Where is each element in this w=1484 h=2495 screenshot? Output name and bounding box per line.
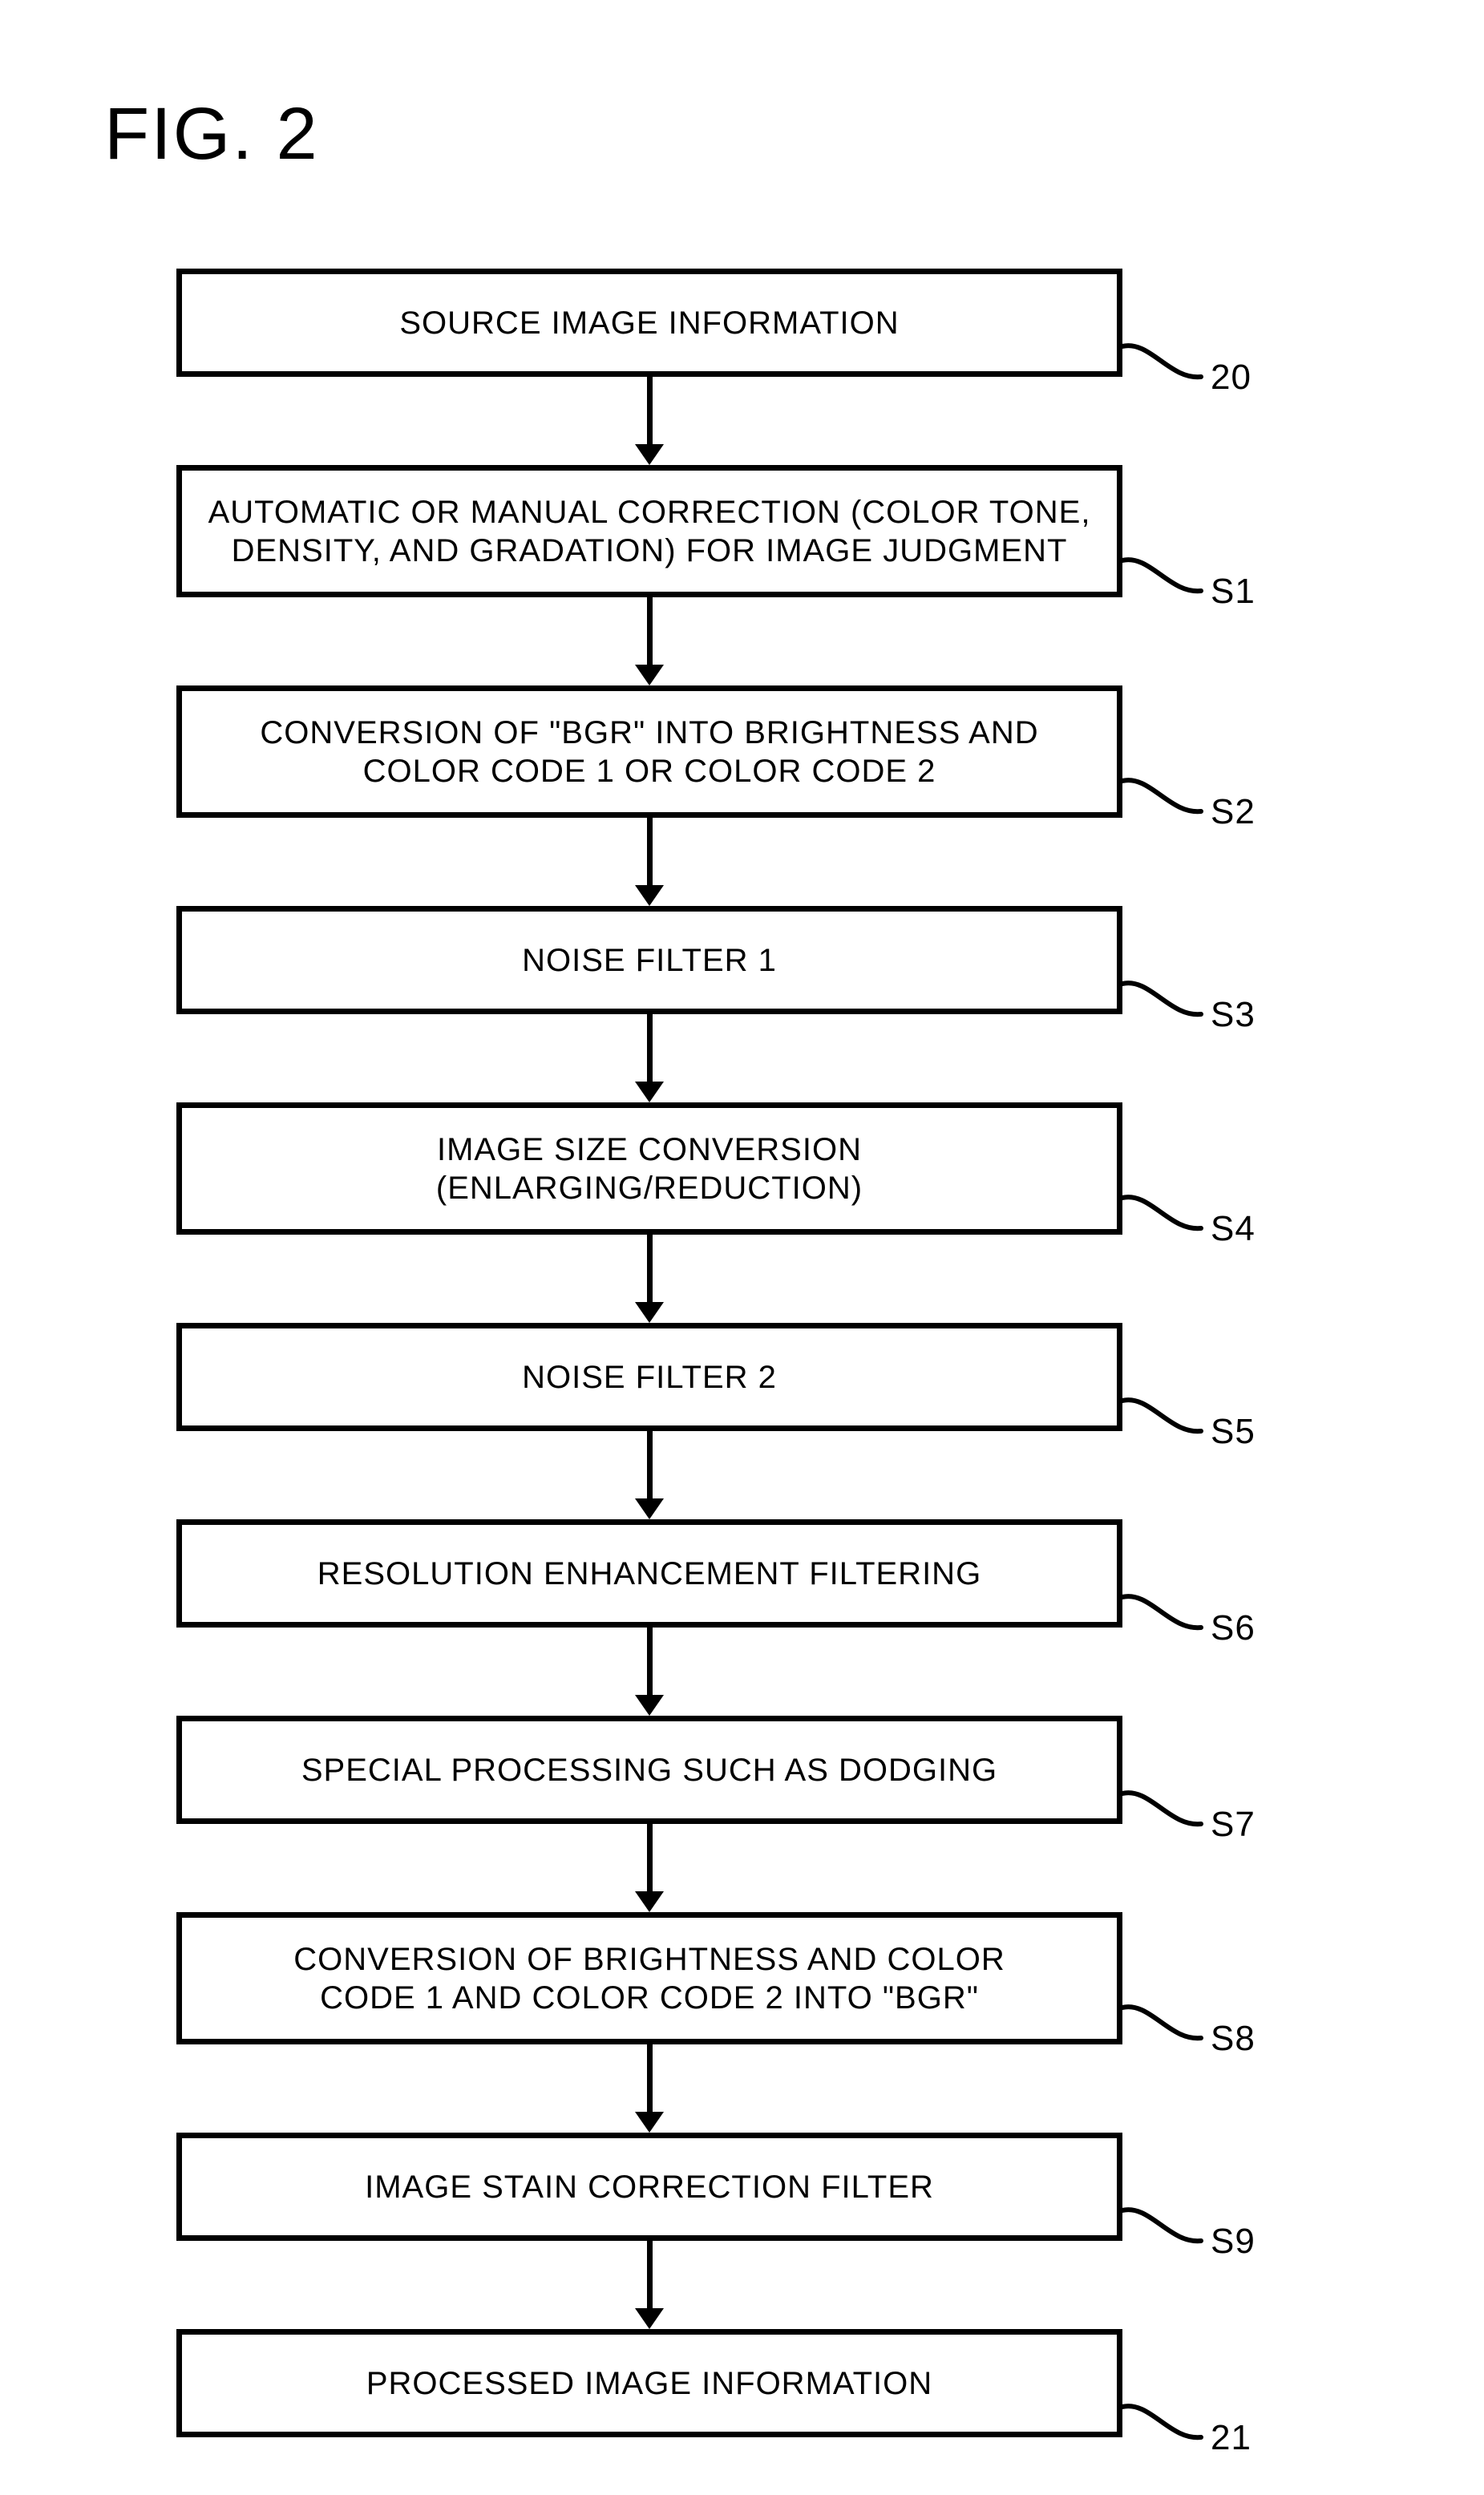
flow-node-s4: IMAGE SIZE CONVERSION (ENLARGING/REDUCTI… (176, 1102, 1122, 1235)
flow-node-n21: PROCESSED IMAGE INFORMATION (176, 2329, 1122, 2437)
ref-label-s8: S8 (1211, 2019, 1256, 2059)
ref-label-s3: S3 (1211, 995, 1256, 1035)
canvas: FIG. 2 SOURCE IMAGE INFORMATION AUTOMATIC … (0, 0, 1484, 2495)
ref-curve-s6 (1122, 1581, 1217, 1644)
figure-title: FIG. 2 (104, 92, 319, 176)
ref-label-n20: 20 (1211, 358, 1251, 398)
ref-label-s9: S9 (1211, 2222, 1256, 2262)
ref-curve-n20 (1122, 330, 1217, 393)
flow-node-s8: CONVERSION OF BRIGHTNESS AND COLOR CODE … (176, 1912, 1122, 2044)
flow-node-s3: NOISE FILTER 1 (176, 906, 1122, 1014)
flow-node-s7: SPECIAL PROCESSING SUCH AS DODGING (176, 1716, 1122, 1824)
flow-node-s6: RESOLUTION ENHANCEMENT FILTERING (176, 1519, 1122, 1628)
ref-label-s7: S7 (1211, 1805, 1256, 1845)
flow-node-s9: IMAGE STAIN CORRECTION FILTER (176, 2133, 1122, 2241)
ref-curve-s3 (1122, 968, 1217, 1030)
ref-curve-s7 (1122, 1777, 1217, 1840)
flow-node-n20: SOURCE IMAGE INFORMATION (176, 269, 1122, 377)
ref-curve-s4 (1122, 1182, 1217, 1244)
ref-curve-s8 (1122, 1992, 1217, 2054)
ref-curve-s2 (1122, 765, 1217, 827)
ref-label-s6: S6 (1211, 1608, 1256, 1648)
flow-node-s2: CONVERSION OF "BGR" INTO BRIGHTNESS AND … (176, 685, 1122, 818)
ref-curve-n21 (1122, 2391, 1217, 2453)
ref-curve-s9 (1122, 2194, 1217, 2257)
ref-label-n21: 21 (1211, 2418, 1251, 2458)
flow-node-s5: NOISE FILTER 2 (176, 1323, 1122, 1431)
ref-label-s1: S1 (1211, 572, 1256, 612)
ref-curve-s1 (1122, 544, 1217, 607)
ref-label-s5: S5 (1211, 1412, 1256, 1452)
ref-curve-s5 (1122, 1385, 1217, 1447)
ref-label-s2: S2 (1211, 792, 1256, 832)
ref-label-s4: S4 (1211, 1209, 1256, 1249)
flow-node-s1: AUTOMATIC OR MANUAL CORRECTION (COLOR TO… (176, 465, 1122, 597)
